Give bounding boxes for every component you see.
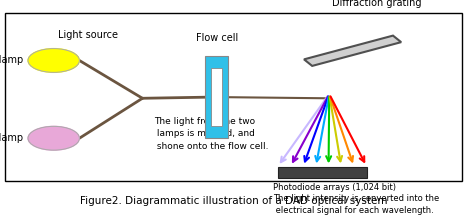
Text: W lamp: W lamp: [0, 56, 23, 65]
Text: Diffraction grating: Diffraction grating: [332, 0, 421, 8]
Text: Photodiode arrays (1,024 bit)
The light intensity is converted into the
 electri: Photodiode arrays (1,024 bit) The light …: [273, 183, 439, 215]
Text: D₂ lamp: D₂ lamp: [0, 133, 23, 143]
Circle shape: [28, 49, 79, 72]
Bar: [5, 13, 462, 181]
Text: The light from the two
 lamps is merged, and
 shone onto the flow cell.: The light from the two lamps is merged, …: [154, 117, 269, 151]
Bar: [278, 167, 367, 178]
Text: Flow cell: Flow cell: [196, 33, 238, 43]
Text: Light source: Light source: [58, 30, 118, 40]
Bar: [205, 56, 228, 138]
Circle shape: [28, 126, 79, 150]
Bar: [211, 68, 222, 126]
Polygon shape: [304, 36, 401, 66]
Text: Figure2. Diagrammatic illustration of a DAD optical system: Figure2. Diagrammatic illustration of a …: [80, 196, 387, 206]
